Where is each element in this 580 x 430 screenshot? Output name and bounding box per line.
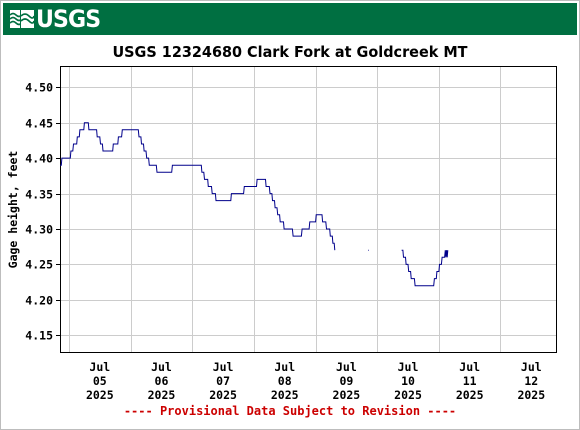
y-tick-label: 4.50 — [25, 81, 53, 95]
x-tick-label: 2025 — [86, 388, 114, 402]
x-tick-label: 2025 — [517, 388, 545, 402]
x-tick-label: 2025 — [333, 388, 361, 402]
x-tick-label: 05 — [93, 374, 107, 388]
y-tick-label: 4.30 — [25, 223, 53, 237]
series-layer — [60, 122, 449, 287]
usgs-wave-icon — [9, 10, 35, 28]
usgs-banner: USGS — [3, 3, 577, 35]
provisional-data-notice: ---- Provisional Data Subject to Revisio… — [123, 404, 457, 418]
x-axis-ticks: Jul052025Jul062025Jul072025Jul082025Jul0… — [86, 360, 545, 402]
x-tick-label: 09 — [339, 374, 353, 388]
x-tick-label: Jul — [459, 360, 480, 374]
y-tick-label: 4.40 — [25, 152, 53, 166]
gage-height-line — [60, 122, 336, 251]
x-tick-label: 07 — [216, 374, 230, 388]
x-tick-label: 2025 — [209, 388, 237, 402]
x-tick-label: Jul — [274, 360, 295, 374]
x-tick-label: 06 — [155, 374, 169, 388]
x-tick-label: 11 — [463, 374, 477, 388]
y-tick-label: 4.20 — [25, 294, 53, 308]
y-tick-label: 4.35 — [25, 188, 53, 202]
chart-title: USGS 12324680 Clark Fork at Goldcreek MT — [112, 43, 468, 61]
x-tick-label: Jul — [213, 360, 234, 374]
x-tick-label: Jul — [336, 360, 357, 374]
y-tick-label: 4.15 — [25, 329, 53, 343]
x-tick-label: 12 — [524, 374, 538, 388]
grid-layer — [60, 66, 557, 353]
x-tick-label: 10 — [401, 374, 415, 388]
y-tick-label: 4.45 — [25, 117, 53, 131]
x-tick-label: Jul — [151, 360, 172, 374]
x-tick-label: 2025 — [148, 388, 176, 402]
plot-background — [60, 66, 557, 353]
y-axis-label: Gage height, feet — [6, 151, 20, 269]
x-tick-label: Jul — [89, 360, 110, 374]
x-tick-label: Jul — [398, 360, 419, 374]
gage-height-line — [401, 249, 449, 287]
usgs-logo-text: USGS — [36, 5, 101, 33]
y-tick-label: 4.25 — [25, 258, 53, 272]
x-tick-label: 2025 — [394, 388, 422, 402]
x-tick-label: 08 — [278, 374, 292, 388]
usgs-logo[interactable]: USGS — [9, 7, 106, 31]
x-tick-label: 2025 — [271, 388, 299, 402]
plot-border — [60, 66, 557, 353]
x-tick-label: 2025 — [456, 388, 484, 402]
x-tick-label: Jul — [521, 360, 542, 374]
y-axis-ticks: 4.15 4.20 4.25 4.30 4.35 4.40 4.45 4.50 — [25, 81, 60, 343]
